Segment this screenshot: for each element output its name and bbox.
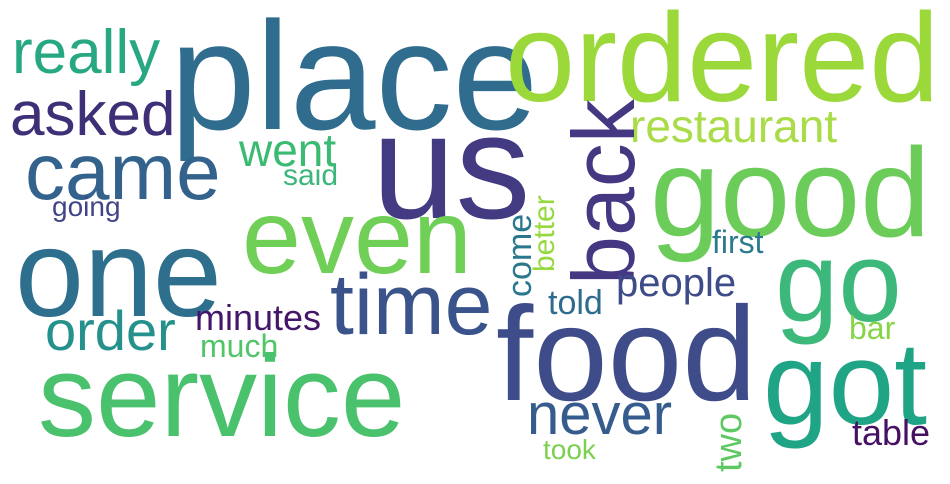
word-time: time [330, 257, 493, 353]
word-going: going [52, 191, 121, 222]
word-us: us [372, 82, 531, 250]
word-minutes: minutes [195, 297, 322, 338]
word-much: much [200, 328, 279, 364]
word-told: told [548, 284, 603, 322]
word-asked: asked [10, 80, 176, 149]
word-bar: bar [849, 310, 896, 346]
word-good: good [650, 122, 931, 263]
word-came: came [25, 127, 221, 216]
word-ordered: ordered [505, 0, 940, 128]
word-service: service [38, 331, 406, 461]
word-even: even [242, 178, 472, 296]
word-said: said [283, 159, 339, 192]
word-one: one [15, 205, 222, 343]
word-really: really [12, 18, 161, 87]
word-back: back [554, 99, 653, 285]
word-people: people [616, 261, 737, 305]
word-food: food [496, 280, 757, 429]
word-go: go [775, 219, 902, 346]
word-never: never [527, 382, 673, 447]
word-went: went [239, 124, 337, 176]
word-first: first [712, 224, 764, 260]
word-got: got [763, 318, 928, 450]
word-place: place [170, 0, 539, 162]
word-restaurant: restaurant [630, 100, 838, 152]
word-table: table [852, 412, 931, 453]
word-two: two [708, 412, 750, 472]
word-took: took [543, 434, 596, 465]
word-order: order [45, 299, 176, 362]
